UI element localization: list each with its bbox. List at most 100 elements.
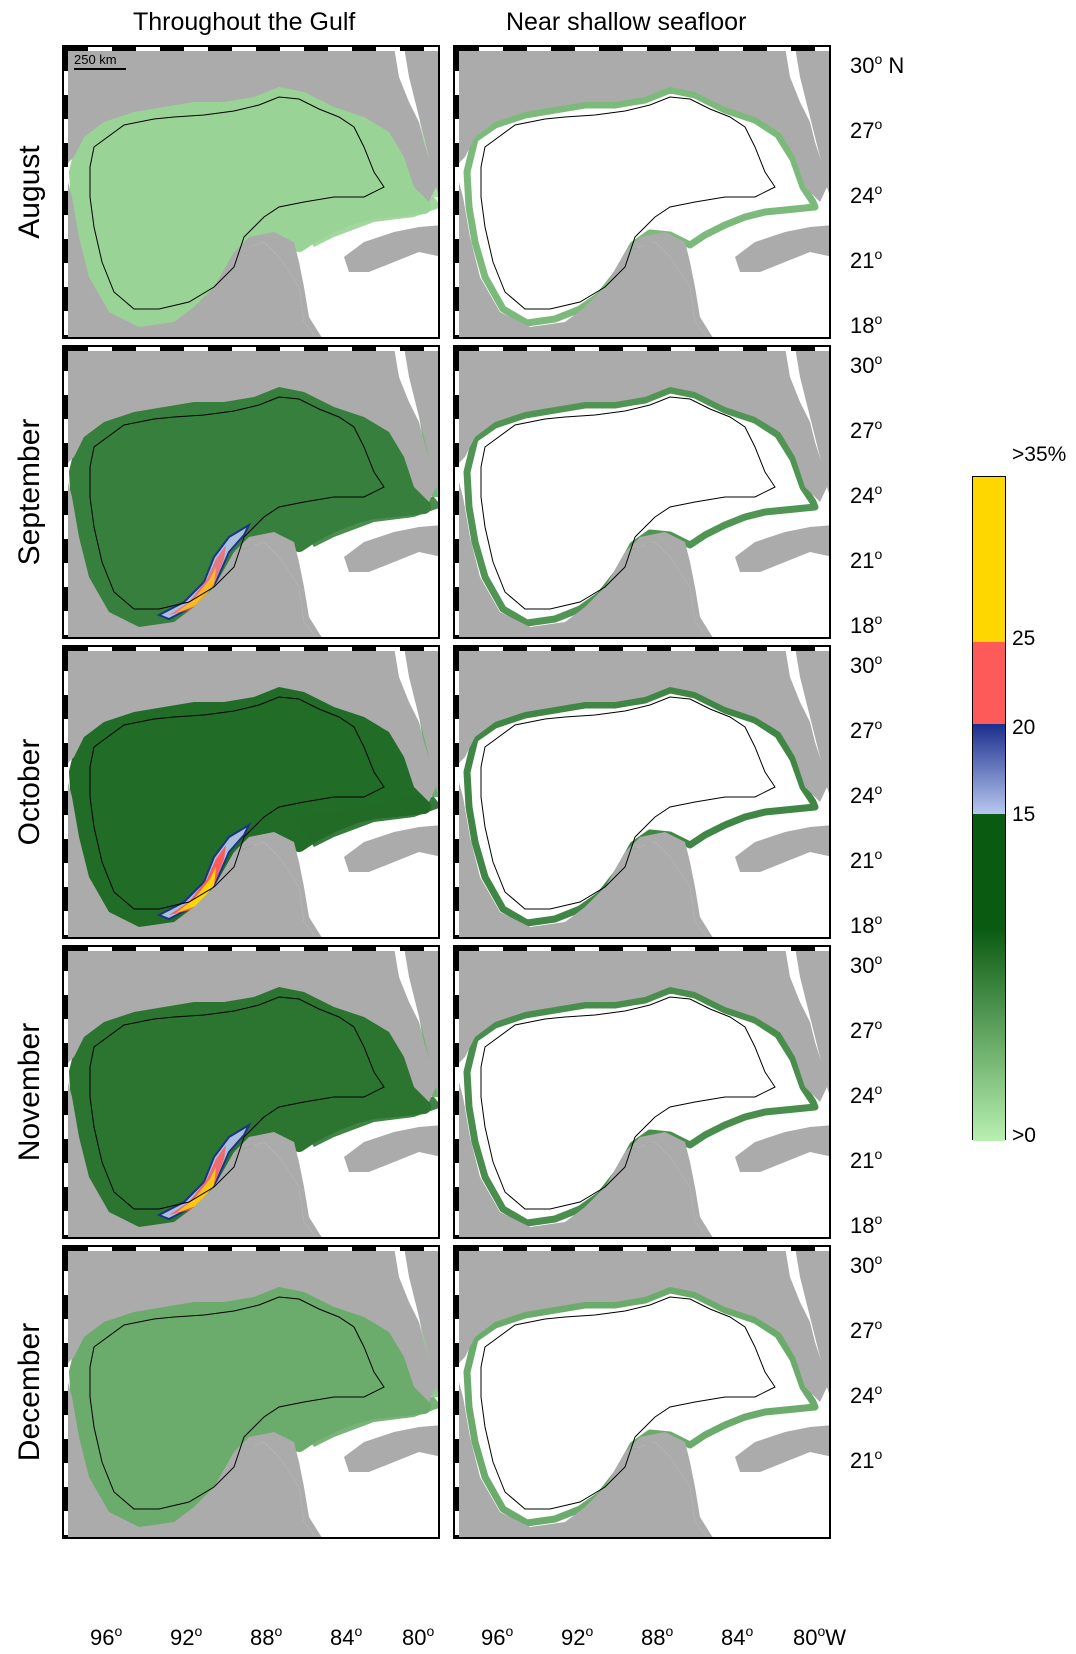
- frame-tick: [503, 937, 527, 939]
- frame-tick: [575, 647, 599, 651]
- shelf-map-panel-december: [453, 1245, 831, 1539]
- longitude-label: 92o: [561, 1623, 594, 1650]
- frame-tick: [438, 419, 440, 443]
- frame-tick: [551, 1247, 575, 1251]
- frame-tick: [695, 637, 719, 639]
- frame-tick: [551, 947, 575, 951]
- frame-tick: [438, 347, 440, 371]
- frame-tick: [455, 215, 459, 239]
- frame-tick: [64, 47, 88, 51]
- depth-contour: [89, 96, 385, 310]
- latitude-label: 24o: [850, 1081, 883, 1108]
- frame-tick: [64, 1295, 68, 1319]
- frame-tick: [695, 1537, 719, 1539]
- frame-tick: [438, 743, 440, 767]
- longitude-label: 96o: [481, 1623, 514, 1650]
- frame-tick: [829, 1295, 831, 1319]
- frame-tick: [743, 947, 767, 951]
- frame-tick: [455, 263, 459, 287]
- frame-tick: [791, 1247, 815, 1251]
- frame-tick: [455, 1271, 459, 1295]
- land-yucatan: [234, 1132, 322, 1237]
- frame-tick: [424, 1237, 440, 1239]
- frame-tick: [64, 1187, 68, 1211]
- frame-tick: [455, 143, 459, 167]
- frame-tick: [623, 937, 647, 939]
- frame-tick: [64, 947, 88, 951]
- frame-tick: [438, 647, 440, 671]
- frame-tick: [829, 935, 831, 939]
- frame-tick: [815, 1237, 831, 1239]
- frame-tick: [64, 419, 68, 443]
- frame-tick: [623, 1247, 647, 1251]
- frame-tick: [438, 1163, 440, 1187]
- latitude-label: 27o: [850, 1016, 883, 1043]
- frame-tick: [527, 47, 551, 51]
- frame-tick: [829, 1235, 831, 1239]
- frame-tick: [64, 515, 68, 539]
- frame-tick: [767, 1247, 791, 1251]
- frame-tick: [438, 1271, 440, 1295]
- frame-tick: [184, 337, 208, 339]
- latitude-label: 21o: [850, 246, 883, 273]
- frame-tick: [280, 1247, 304, 1251]
- frame-tick: [719, 947, 743, 951]
- land-yucatan: [625, 1432, 713, 1537]
- frame-tick: [304, 937, 328, 939]
- frame-tick: [599, 937, 623, 939]
- frame-tick: [352, 1237, 376, 1239]
- frame-tick: [160, 647, 184, 651]
- frame-tick: [304, 1537, 328, 1539]
- frame-tick: [352, 337, 376, 339]
- frame-tick: [829, 1487, 831, 1511]
- frame-tick: [64, 1163, 68, 1187]
- frame-tick: [64, 887, 68, 911]
- map-canvas: [455, 47, 831, 339]
- frame-tick: [829, 815, 831, 839]
- frame-tick: [503, 647, 527, 651]
- frame-tick: [455, 743, 459, 767]
- frame-tick: [527, 1537, 551, 1539]
- frame-tick: [829, 239, 831, 263]
- colorbar-label-25: 25: [1012, 627, 1036, 650]
- frame-tick: [455, 443, 459, 467]
- frame-tick: [455, 587, 459, 611]
- latitude-label: 21o: [850, 546, 883, 573]
- frame-tick: [551, 637, 575, 639]
- land-cuba: [344, 525, 438, 572]
- frame-tick: [527, 337, 551, 339]
- frame-tick: [455, 491, 459, 515]
- frame-tick: [829, 467, 831, 491]
- frame-tick: [455, 611, 459, 635]
- frame-tick: [815, 347, 829, 351]
- frame-tick: [815, 1537, 831, 1539]
- frame-tick: [64, 863, 68, 887]
- frame-tick: [438, 215, 440, 239]
- frame-tick: [551, 647, 575, 651]
- frame-tick: [671, 337, 695, 339]
- gulf-map-panel-september: [62, 345, 440, 639]
- frame-tick: [743, 1537, 767, 1539]
- latitude-label: 24o: [850, 481, 883, 508]
- longitude-label: 84o: [330, 1623, 363, 1650]
- frame-tick: [455, 119, 459, 143]
- frame-tick: [136, 1247, 160, 1251]
- frame-tick: [829, 47, 831, 71]
- frame-tick: [64, 767, 68, 791]
- frame-tick: [829, 1043, 831, 1067]
- frame-tick: [829, 971, 831, 995]
- land-florida: [404, 1247, 438, 1394]
- frame-tick: [829, 515, 831, 539]
- frame-tick: [791, 1537, 815, 1539]
- frame-tick: [136, 647, 160, 651]
- frame-tick: [424, 1247, 438, 1251]
- frame-tick: [438, 947, 440, 971]
- hotspot-yellow-band: [176, 867, 216, 913]
- frame-tick: [256, 347, 280, 351]
- frame-tick: [791, 337, 815, 339]
- row-label-august: August: [13, 145, 46, 239]
- frame-tick: [438, 1067, 440, 1091]
- frame-tick: [455, 335, 459, 337]
- frame-tick: [829, 215, 831, 239]
- frame-tick: [64, 937, 88, 939]
